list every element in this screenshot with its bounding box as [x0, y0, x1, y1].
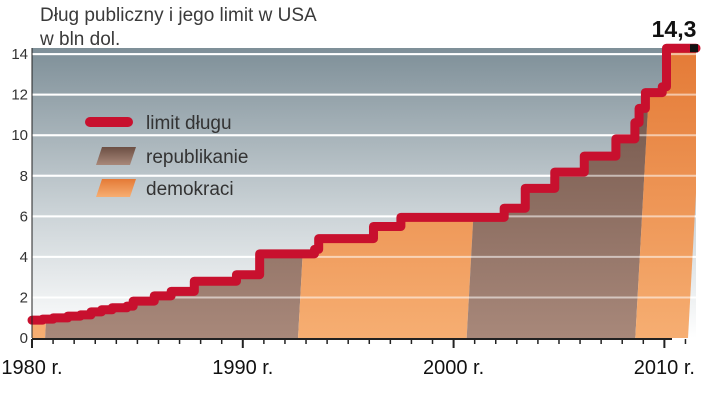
x-tick-label-2000 r.: 2000 r.	[423, 357, 484, 379]
end-value-group: 14,3	[652, 16, 698, 53]
y-tick-label-6: 6	[20, 208, 28, 225]
area-demokraci-4	[635, 48, 696, 338]
y-tick-label-2: 2	[20, 289, 28, 306]
legend-swatch-republikanie	[96, 147, 136, 165]
legend: limit długu republikanie demokraci	[85, 113, 248, 200]
y-tick-label-12: 12	[11, 87, 28, 104]
y-tick-label-14: 14	[11, 46, 28, 63]
y-tick-label-10: 10	[11, 127, 28, 144]
legend-label-limit-długu: limit długu	[146, 113, 232, 134]
chart-title: Dług publiczny i jego limit w USA	[40, 5, 317, 26]
y-tick-label-0: 0	[20, 330, 28, 347]
x-tick-label-2010 r.: 2010 r.	[634, 357, 695, 379]
y-axis: 0 2 4 6 8 10 12 14	[11, 46, 33, 347]
end-value-label: 14,3	[652, 16, 697, 42]
end-value-marker	[690, 44, 698, 53]
limit-line-group	[27, 43, 701, 325]
legend-label-republikanie: republikanie	[146, 147, 248, 168]
legend-swatch-demokraci	[96, 179, 136, 197]
x-axis: 1980 r. 1990 r. 2000 r. 2010 r.	[1, 338, 695, 379]
legend-label-demokraci: demokraci	[146, 179, 234, 200]
limit-line	[27, 43, 701, 325]
x-tick-label-1990 r.: 1990 r.	[212, 357, 273, 379]
y-tick-label-8: 8	[20, 168, 28, 185]
x-tick-label-1980 r.: 1980 r.	[1, 357, 62, 379]
y-tick-label-4: 4	[20, 249, 28, 266]
chart-subtitle: w bln dol.	[39, 29, 120, 50]
